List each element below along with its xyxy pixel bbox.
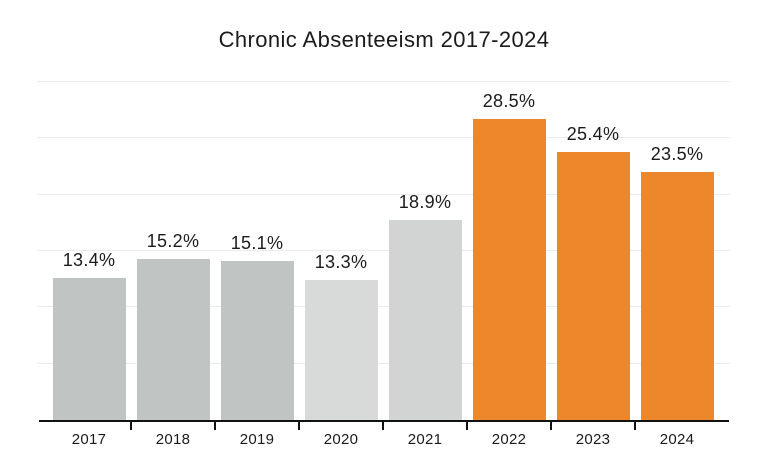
gridline [37, 306, 730, 307]
x-tick-label-2023: 2023 [575, 431, 611, 448]
value-label-2024: 23.5% [650, 144, 704, 164]
value-label-2022: 28.5% [482, 91, 536, 111]
plot-area: 13.4% 15.2% 15.1% 13.3% 18.9% 28.5% 25.4% 23.5%… [37, 81, 730, 448]
axis-tick [382, 420, 384, 430]
x-tick-label-2022: 2022 [491, 431, 527, 448]
gridline [37, 363, 730, 364]
value-label-2018: 15.2% [146, 231, 200, 251]
bar-2018 [136, 259, 210, 420]
chart-title: Chronic Absenteeism 2017-2024 [218, 27, 550, 52]
x-tick-label-2021: 2021 [407, 431, 443, 448]
x-tick-label-2018: 2018 [155, 431, 191, 448]
value-label-2020: 13.3% [314, 252, 368, 272]
gridline [37, 137, 730, 138]
value-label-2017: 13.4% [62, 250, 116, 270]
x-tick-label-2024: 2024 [659, 431, 695, 448]
axis-tick [634, 420, 636, 430]
axis-tick [130, 420, 132, 430]
x-tick-label-2017: 2017 [71, 431, 107, 448]
x-tick-label-2019: 2019 [239, 431, 275, 448]
value-label-2021: 18.9% [398, 192, 452, 212]
bar-2024 [640, 172, 714, 420]
gridline [37, 250, 730, 251]
axis-tick [550, 420, 552, 430]
bar-2022 [472, 119, 546, 420]
axis-tick [466, 420, 468, 430]
bar-2023 [556, 152, 630, 420]
bar-2017 [52, 278, 126, 420]
gridline [37, 194, 730, 195]
value-label-2019: 15.1% [230, 233, 284, 253]
bar-2020 [304, 280, 378, 420]
bar-2021 [388, 220, 462, 420]
axis-tick [298, 420, 300, 430]
value-label-2023: 25.4% [566, 124, 620, 144]
gridline [37, 81, 730, 82]
bar-2019 [220, 261, 294, 420]
axis-tick [214, 420, 216, 430]
x-tick-label-2020: 2020 [323, 431, 359, 448]
